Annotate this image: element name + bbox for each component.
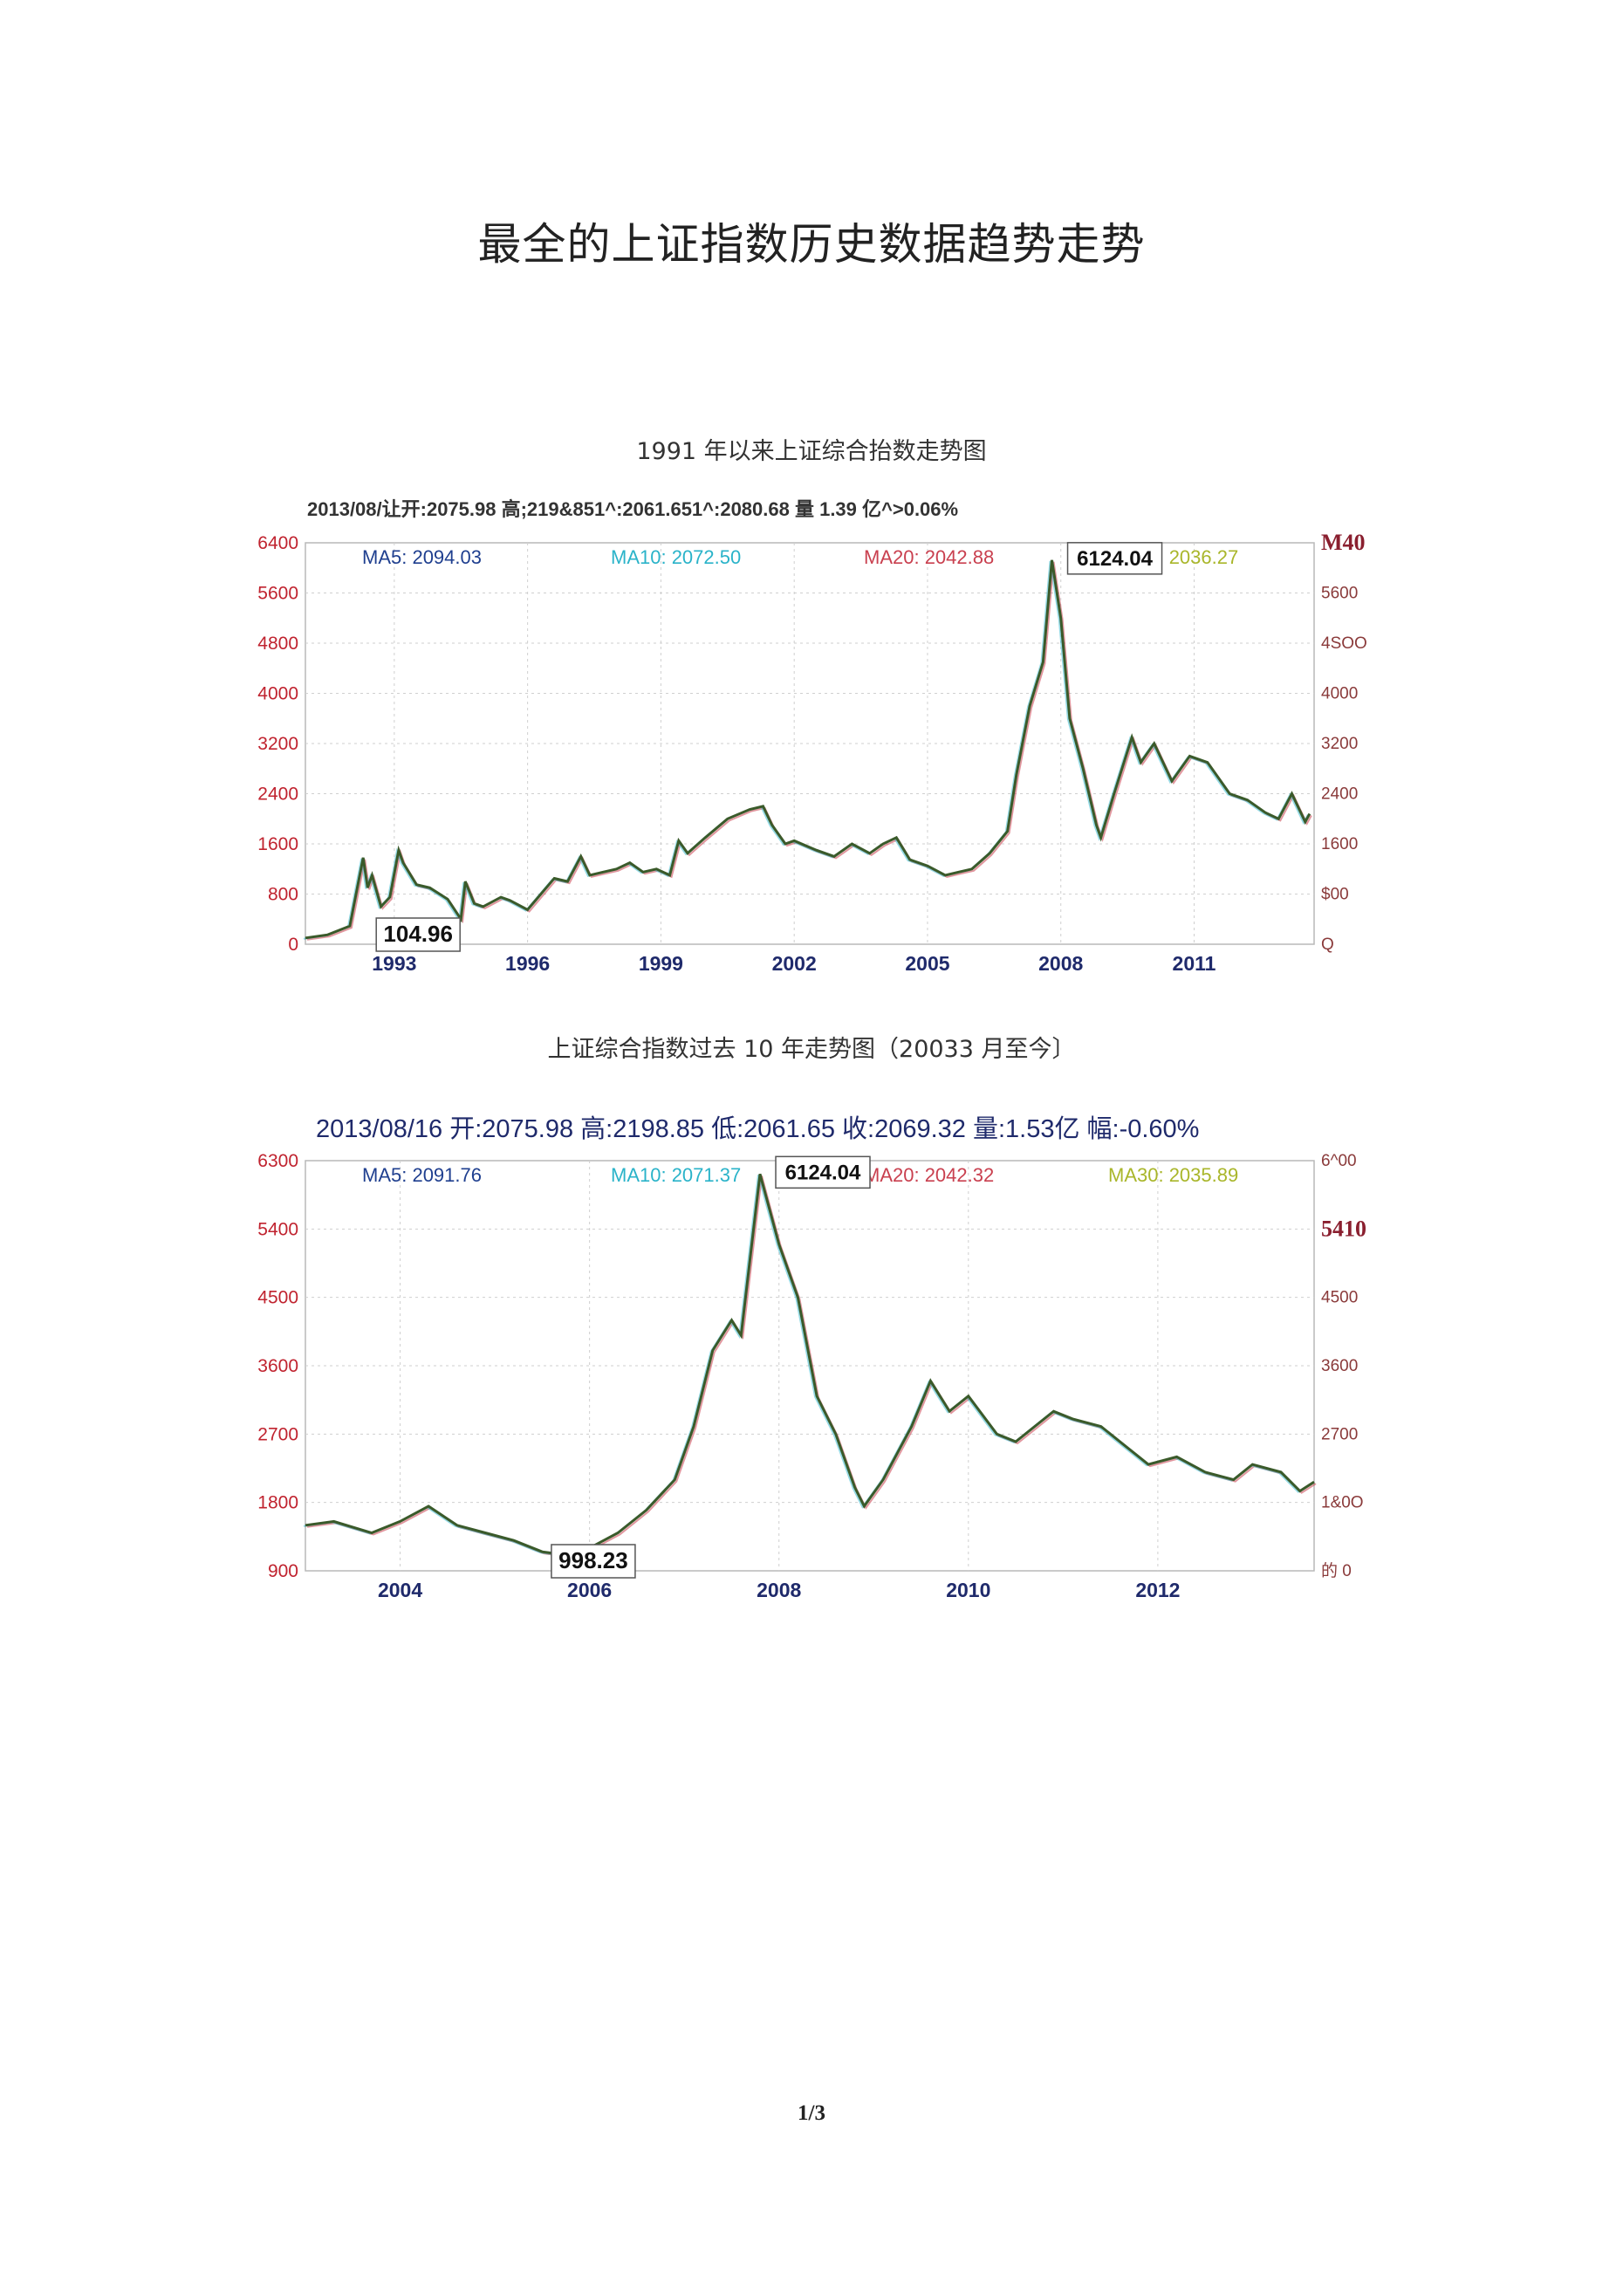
y-tick-label-right: M40 bbox=[1321, 534, 1366, 555]
chart2-stats-line: 2013/08/16 开:2075.98 高:2198.85 低:2061.65… bbox=[316, 1115, 1200, 1143]
annotation-low-box bbox=[375, 917, 461, 952]
x-tick-label: 2005 bbox=[905, 952, 949, 975]
page-number: 1/3 bbox=[798, 2101, 825, 2125]
y-tick-label-left: 3600 bbox=[257, 1356, 298, 1376]
index-series-line bbox=[305, 559, 1311, 940]
chart1-svg: 6400 5600 4800 4000 3200 2400 1600 800 0 M40 5600 4… bbox=[257, 534, 1367, 975]
y-tick-label-right: 6^00 bbox=[1321, 1152, 1357, 1170]
index-series-line bbox=[305, 1173, 1315, 1558]
ma-label: MA10: 2072.50 bbox=[611, 546, 741, 568]
chart2-svg: 6300 5400 4500 3600 2700 1800 900 6^00 5410 4500 3… bbox=[257, 1151, 1366, 1601]
ma-label: MA5: 2091.76 bbox=[362, 1164, 482, 1186]
y-tick-label-left: 3200 bbox=[257, 734, 298, 754]
y-tick-label-left: 5400 bbox=[257, 1219, 298, 1239]
y-tick-label-left: 4500 bbox=[257, 1288, 298, 1308]
y-tick-label-right: 3600 bbox=[1321, 1357, 1358, 1375]
y-tick-label-left: 6400 bbox=[257, 534, 298, 553]
y-tick-label-left: 5600 bbox=[257, 584, 298, 604]
y-tick-label-left: 4000 bbox=[257, 684, 298, 704]
document-title: 最全的上证指数历史数据趋势走势 bbox=[477, 219, 1146, 270]
annotation-high-box bbox=[1066, 542, 1163, 575]
y-tick-label-right: 4500 bbox=[1321, 1289, 1358, 1307]
y-tick-label-left: 1600 bbox=[257, 834, 298, 854]
ma-label: MA20: 2042.32 bbox=[864, 1164, 994, 1186]
y-tick-label-right: 1600 bbox=[1321, 835, 1358, 853]
ma-line bbox=[303, 1175, 1313, 1558]
x-tick-label: 1999 bbox=[639, 952, 683, 975]
y-tick-label-right: $00 bbox=[1321, 886, 1349, 904]
x-tick-label: 2012 bbox=[1135, 1579, 1180, 1601]
chart1-stats-line: 2013/08/让开:2075.98 高;219&851^:2061.651^:… bbox=[307, 498, 959, 520]
ma-label: MA30: 2035.89 bbox=[1108, 1164, 1238, 1186]
annotation-low: 998.23 bbox=[558, 1547, 628, 1573]
y-tick-label-right: 1&0O bbox=[1321, 1494, 1364, 1512]
x-tick-label: 2008 bbox=[757, 1579, 801, 1601]
annotation-low-box bbox=[551, 1544, 636, 1579]
y-tick-label-left: 0 bbox=[288, 935, 298, 955]
annotation-high: 6124.04 bbox=[1077, 547, 1153, 571]
y-tick-label-right: Q bbox=[1321, 936, 1334, 954]
chart1-caption: 1991 年以来上证综合抬数走势图 bbox=[636, 438, 987, 465]
x-tick-label: 2011 bbox=[1173, 952, 1216, 975]
y-tick-label-left: 2400 bbox=[257, 785, 298, 805]
y-tick-label-right: 4000 bbox=[1321, 685, 1358, 703]
chart2-caption: 上证综合指数过去 10 年走势图（20033 月至今〕 bbox=[547, 1036, 1076, 1063]
x-tick-label: 1996 bbox=[505, 952, 550, 975]
ma-label: MA10: 2071.37 bbox=[611, 1164, 741, 1186]
y-tick-label-right: 4SOO bbox=[1321, 634, 1367, 653]
annotation-low: 104.96 bbox=[383, 921, 453, 947]
ma-label: MA20: 2042.88 bbox=[864, 546, 994, 568]
y-tick-label-left: 1800 bbox=[257, 1493, 298, 1513]
y-tick-label-left: 2700 bbox=[257, 1424, 298, 1444]
y-tick-label-right: 的 0 bbox=[1321, 1561, 1352, 1580]
x-tick-label: 2010 bbox=[946, 1579, 990, 1601]
y-tick-label-right: 5410 bbox=[1321, 1216, 1366, 1241]
annotation-high: 6124.04 bbox=[785, 1161, 861, 1184]
x-tick-label: 2002 bbox=[772, 952, 817, 975]
y-tick-label-left: 800 bbox=[268, 885, 298, 905]
x-tick-label: 2004 bbox=[378, 1579, 422, 1601]
y-tick-label-right: 5600 bbox=[1321, 585, 1358, 603]
annotation-high-box bbox=[775, 1155, 871, 1189]
x-tick-label: 1993 bbox=[372, 952, 416, 975]
y-tick-label-left: 6300 bbox=[257, 1151, 298, 1171]
x-tick-label: 2008 bbox=[1038, 952, 1083, 975]
plot-frame bbox=[305, 542, 1315, 945]
ma-label: MA5: 2094.03 bbox=[362, 546, 482, 568]
x-tick-label: 2006 bbox=[567, 1579, 612, 1601]
y-tick-label-right: 3200 bbox=[1321, 735, 1358, 753]
ma-line bbox=[303, 560, 1309, 940]
y-tick-label-left: 4800 bbox=[257, 634, 298, 654]
y-tick-label-right: 2700 bbox=[1321, 1425, 1358, 1443]
y-tick-label-left: 900 bbox=[268, 1561, 298, 1581]
y-tick-label-right: 2400 bbox=[1321, 785, 1358, 804]
